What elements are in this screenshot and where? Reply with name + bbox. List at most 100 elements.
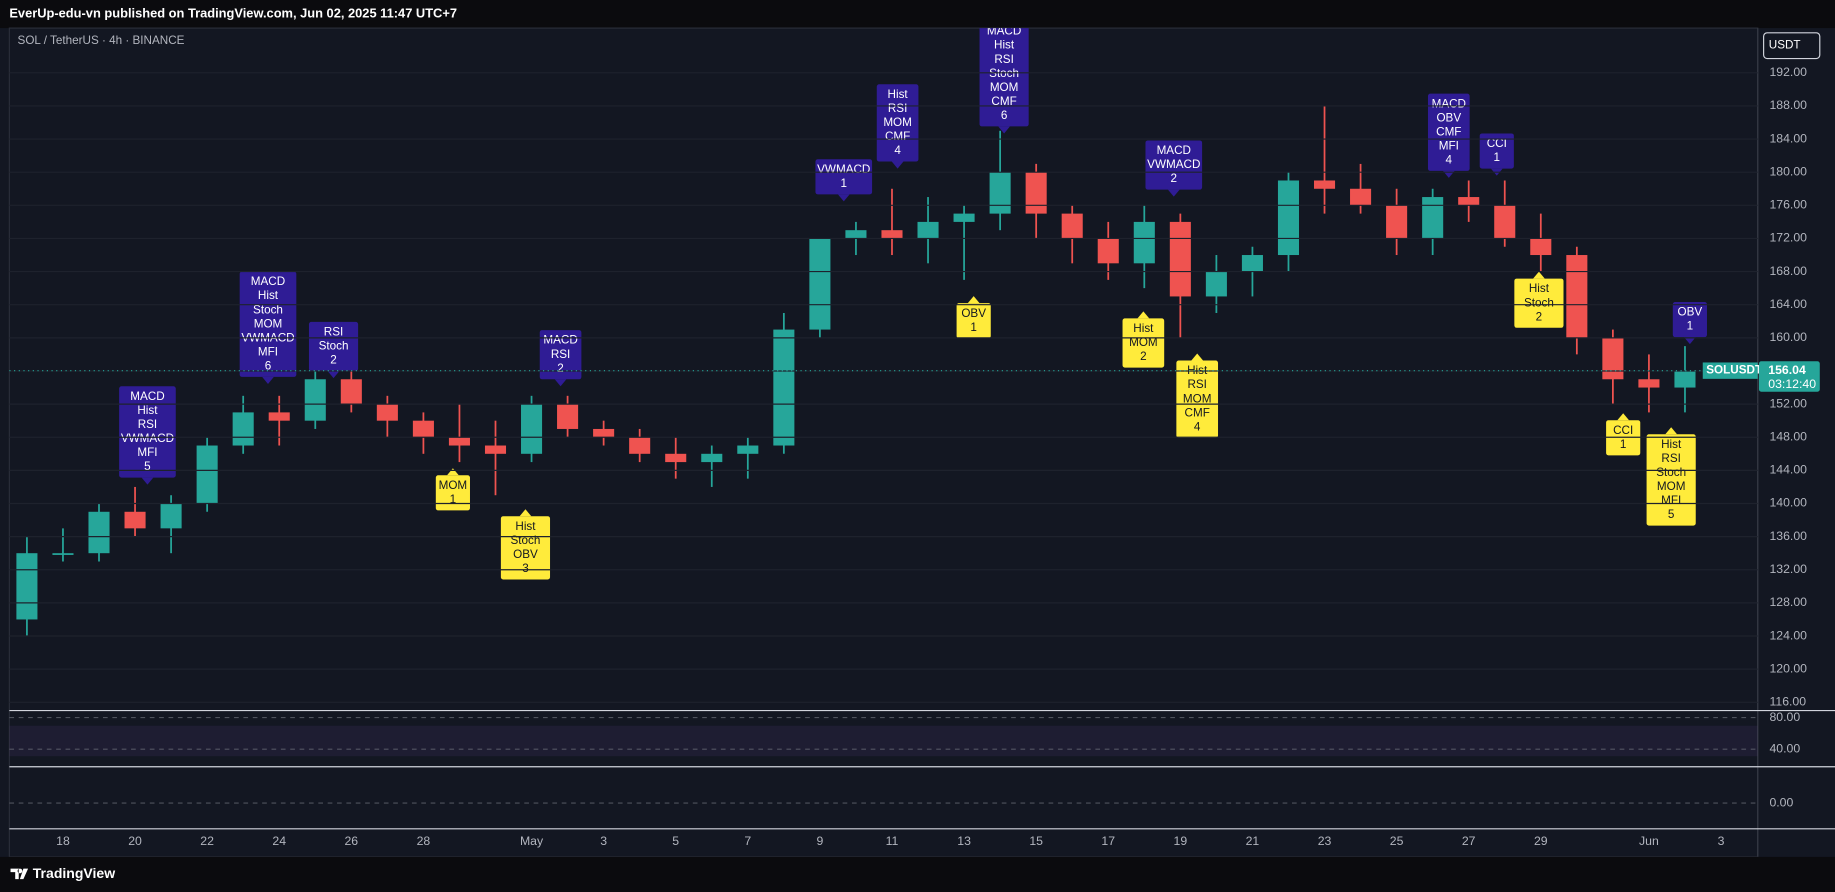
- y-tick-label: 144.00: [1769, 463, 1807, 477]
- label-text: 5: [144, 460, 151, 473]
- plot-area: MACDHistRSIVWMACDMFI5MACDHistStochMOMVWM…: [16, 28, 1707, 637]
- currency-button[interactable]: [1763, 32, 1821, 60]
- y-tick-label: 168.00: [1769, 264, 1807, 278]
- x-tick-label: 25: [1390, 834, 1404, 848]
- logo-icon: [10, 868, 29, 880]
- label-text: RSI: [1661, 452, 1680, 465]
- label-text: OBV: [961, 307, 986, 320]
- x-tick-label: 20: [128, 834, 142, 848]
- y-tick-label: 132.00: [1769, 562, 1807, 576]
- label-text: 2: [1140, 350, 1147, 363]
- label-text: MOM: [990, 81, 1019, 94]
- footer-bar: [0, 856, 1835, 892]
- label-text: 1: [970, 321, 977, 334]
- candle-body: [1494, 205, 1516, 239]
- bullish-label-box: [1514, 278, 1564, 328]
- label-text: 6: [1001, 109, 1008, 122]
- label-pointer: [141, 477, 154, 485]
- x-tick-label: 3: [1718, 834, 1725, 848]
- label-pointer: [447, 468, 459, 476]
- label-text: MFI: [258, 345, 278, 358]
- price-tag-countdown: 03:12:40: [1768, 377, 1816, 391]
- label-pointer: [998, 126, 1010, 134]
- candle-body: [196, 445, 218, 504]
- footer-logo: TradingView: [33, 865, 115, 881]
- label-text: Hist: [994, 39, 1015, 52]
- label-text: MOM: [883, 116, 912, 129]
- y-tick-label: 124.00: [1769, 628, 1807, 642]
- label-text: VWMACD: [1147, 158, 1200, 171]
- bullish-label-box: [500, 516, 551, 580]
- candle-body: [1638, 379, 1660, 388]
- label-text: RSI: [1187, 378, 1206, 391]
- label-text: VWMACD: [817, 163, 870, 176]
- label-pointer: [1191, 353, 1204, 361]
- label-text: Hist: [515, 520, 536, 533]
- bearish-label-box: [815, 159, 873, 195]
- candle-body: [809, 238, 831, 330]
- x-tick-label: 9: [816, 834, 823, 848]
- currency-label[interactable]: USDT: [1769, 39, 1801, 52]
- y-tick-label: 164.00: [1769, 297, 1807, 311]
- candle-body: [1241, 255, 1263, 272]
- bearish-label-box: [119, 386, 176, 478]
- label-text: Hist: [137, 404, 158, 417]
- label-text: MFI: [1439, 139, 1459, 152]
- label-text: 4: [1194, 420, 1201, 433]
- label-text: Hist: [258, 289, 279, 302]
- label-pointer: [1665, 427, 1678, 435]
- label-text: MOM: [439, 479, 468, 492]
- label-text: OBV: [1436, 111, 1461, 124]
- label-pointer: [327, 371, 340, 379]
- label-text: MACD: [1432, 97, 1466, 110]
- y-tick-label: 152.00: [1769, 396, 1807, 410]
- candle-body: [1386, 205, 1408, 239]
- rsi-band: [9, 725, 1758, 757]
- x-tick-label: 28: [417, 834, 431, 848]
- candle-body: [593, 428, 615, 438]
- label-text: Hist: [888, 88, 909, 101]
- candle-body: [953, 213, 975, 222]
- label-text: CMF: [885, 130, 910, 143]
- bearish-label-box: [308, 321, 359, 372]
- pane-tick-label: 40.00: [1769, 741, 1800, 755]
- label-text: MACD: [1157, 144, 1191, 157]
- candle-body: [701, 453, 723, 463]
- label-text: RSI: [551, 348, 570, 361]
- candle-body: [340, 379, 362, 405]
- label-pointer: [1684, 337, 1696, 345]
- label-text: 4: [1446, 153, 1453, 166]
- label-text: Hist: [1529, 282, 1550, 295]
- price-tag-value: 156.04: [1768, 363, 1806, 377]
- candle-body: [521, 404, 543, 454]
- candle-body: [1350, 188, 1372, 206]
- pane-tick-label: 0.00: [1769, 795, 1793, 809]
- label-text: MACD: [130, 390, 164, 403]
- x-tick-label: 27: [1462, 834, 1476, 848]
- bearish-label-box: [1145, 140, 1203, 190]
- candle-body: [1566, 255, 1588, 338]
- candle-body: [16, 553, 38, 620]
- y-tick-label: 188.00: [1769, 98, 1807, 112]
- symbol-tag-text: SOLUSDT: [1706, 364, 1763, 377]
- x-tick-label: 22: [200, 834, 214, 848]
- bearish-label-box: [239, 271, 297, 377]
- y-tick-label: 192.00: [1769, 65, 1807, 79]
- candle-body: [124, 511, 146, 529]
- candle-body: [1169, 221, 1191, 297]
- candle-body: [1133, 221, 1155, 264]
- label-text: 3: [522, 562, 529, 575]
- candle-body: [629, 437, 651, 454]
- bearish-label-box: [1479, 133, 1514, 169]
- label-text: 1: [450, 493, 457, 506]
- y-tick-label: 180.00: [1769, 164, 1807, 178]
- label-text: Stoch: [511, 534, 541, 547]
- label-text: Hist: [1661, 438, 1682, 451]
- bearish-label-box: [1672, 302, 1707, 338]
- x-tick-label: 13: [957, 834, 971, 848]
- candle-body: [304, 379, 326, 421]
- label-text: MOM: [1183, 392, 1212, 405]
- label-text: CCI: [1487, 137, 1507, 150]
- candle-body: [268, 412, 290, 421]
